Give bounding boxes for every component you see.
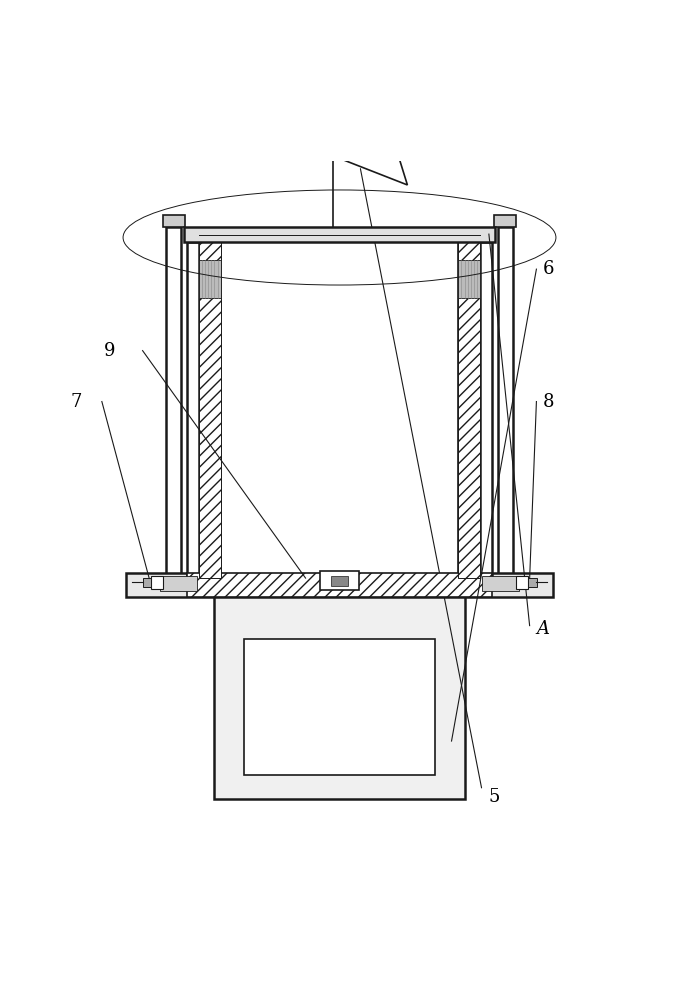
Bar [151,576,163,589]
Bar [187,242,199,578]
Bar [199,242,221,578]
Bar [126,573,553,597]
Bar [331,576,348,586]
Bar [498,227,513,585]
Bar [163,215,185,227]
Bar [458,260,480,298]
Text: A: A [536,620,549,638]
Bar [458,242,480,578]
Bar [160,576,197,591]
Bar [187,573,492,597]
Polygon shape [333,108,407,185]
Text: 5: 5 [489,788,500,806]
Bar [166,227,181,585]
Bar [480,242,492,578]
Bar [199,260,221,298]
Bar [143,578,151,587]
Bar [494,215,516,227]
Bar [528,578,537,587]
Text: 8: 8 [543,393,555,411]
Bar [221,242,458,578]
Text: 9: 9 [104,342,115,360]
Bar [244,639,435,775]
Bar [516,576,528,589]
Text: 6: 6 [543,260,555,278]
Bar [184,227,495,242]
Bar [320,571,359,590]
Bar [214,573,465,799]
Text: 7: 7 [70,393,81,411]
Bar [482,576,519,591]
